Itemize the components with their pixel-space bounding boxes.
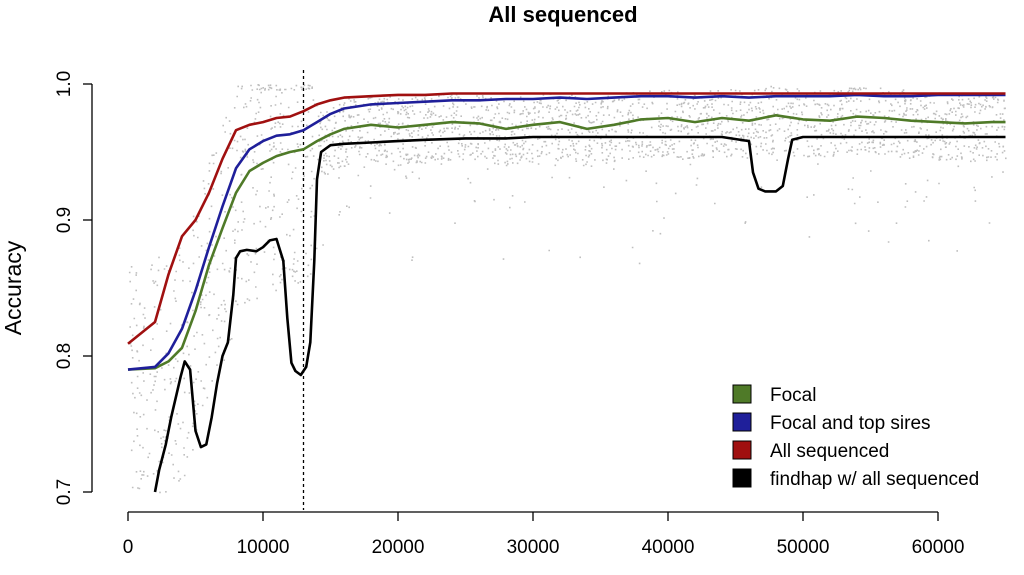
series-line-3	[153, 135, 1006, 493]
axes: 0 10000 20000 30000 40000 50000 60000 0.7 0.8 0.9…	[54, 71, 964, 558]
series-lines	[127, 92, 1006, 493]
y-tick-label-1: 0.8	[54, 343, 75, 369]
legend-swatch-2	[732, 440, 752, 460]
x-tick-label-0: 0	[123, 537, 134, 558]
legend-label-3: findhap w/ all sequenced	[770, 469, 979, 490]
series-line-2	[127, 92, 1006, 345]
legend-swatch-3	[732, 468, 752, 488]
x-tick-label-2: 20000	[372, 537, 425, 558]
legend-label-0: Focal	[770, 385, 816, 406]
y-axis-title: Accuracy	[0, 240, 26, 335]
y-tick-label-0: 0.7	[54, 479, 75, 505]
legend: Focal Focal and top sires All sequenced fin…	[732, 384, 979, 490]
legend-swatch-0	[732, 384, 752, 404]
x-tick-label-4: 40000	[642, 537, 695, 558]
x-tick-label-5: 50000	[777, 537, 830, 558]
series-line-0	[127, 114, 1006, 371]
y-tick-label-3: 1.0	[54, 71, 75, 97]
legend-label-2: All sequenced	[770, 441, 889, 462]
chart-title: All sequenced	[488, 2, 637, 27]
legend-label-1: Focal and top sires	[770, 413, 931, 434]
y-tick-label-2: 0.9	[54, 207, 75, 233]
x-tick-label-1: 10000	[237, 537, 290, 558]
legend-swatch-1	[732, 412, 752, 432]
x-tick-label-3: 30000	[507, 537, 560, 558]
series-line-1	[127, 93, 1006, 371]
x-tick-label-6: 60000	[912, 537, 965, 558]
